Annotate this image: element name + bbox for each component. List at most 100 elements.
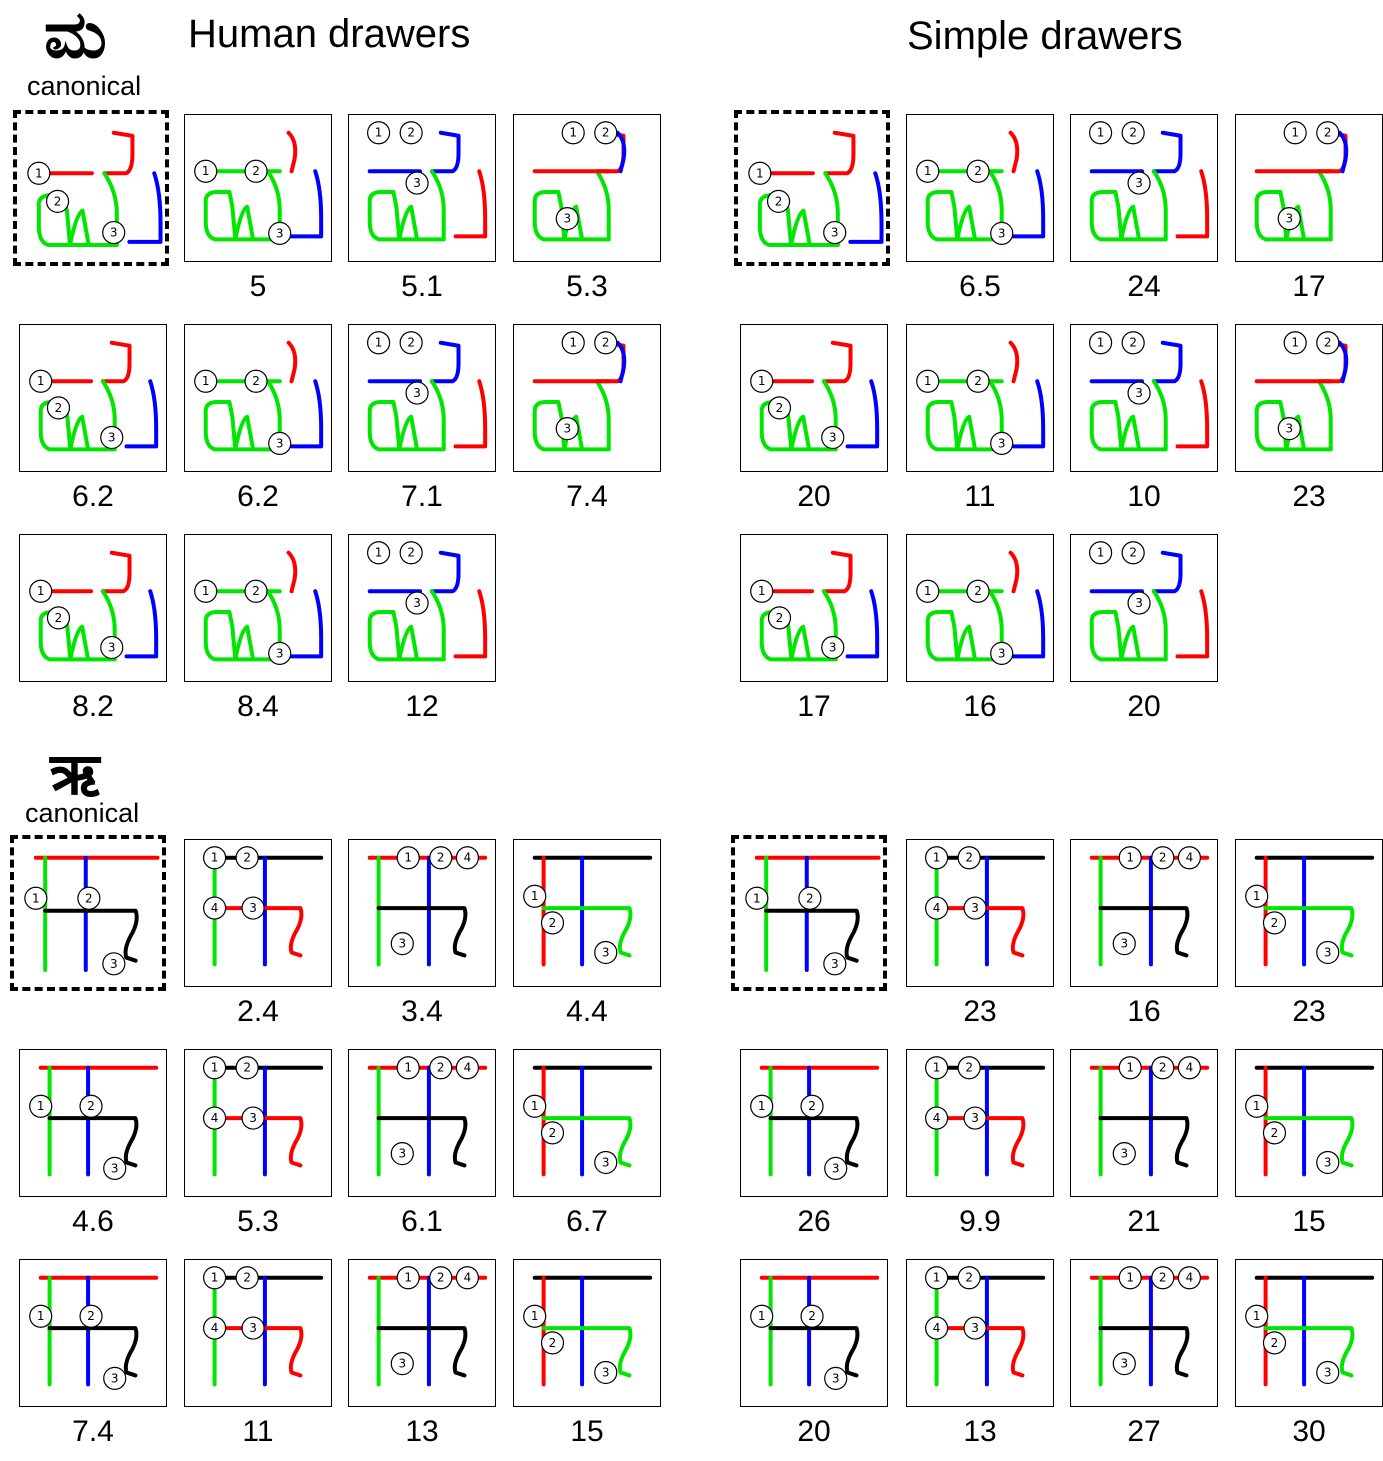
svg-text:1: 1 (933, 1061, 941, 1075)
stroke-2 (370, 381, 444, 449)
stroke-order-marker: 1 (368, 542, 390, 564)
stroke-order-marker: 1 (30, 370, 52, 392)
svg-text:3: 3 (276, 646, 284, 660)
svg-text:2: 2 (808, 1309, 816, 1323)
stroke-order-marker: 2 (595, 332, 617, 354)
svg-text:2: 2 (549, 1336, 557, 1350)
char1-human-panel-1: 1 2 3 (184, 114, 332, 262)
stroke-order-marker: 2 (430, 1057, 452, 1079)
stroke-drawing: 123 (741, 535, 889, 683)
stroke-2 (370, 591, 444, 659)
svg-text:3: 3 (602, 945, 610, 959)
svg-text:3: 3 (108, 640, 116, 654)
svg-text:2: 2 (1159, 851, 1167, 865)
stroke-order-marker: 1 (1246, 1095, 1268, 1117)
svg-text:1: 1 (758, 584, 766, 598)
stroke-3 (129, 173, 160, 242)
char1-simple-panel-3: 1 2 3 (1235, 114, 1383, 262)
stroke-order-marker: 2 (400, 332, 422, 354)
svg-text:3: 3 (1285, 422, 1293, 436)
svg-text:2: 2 (437, 1061, 445, 1075)
char1-human-panel-5: 1 2 3 (184, 324, 332, 472)
stroke-3 (292, 591, 322, 656)
stroke-order-marker: 1 (926, 1057, 948, 1079)
stroke-1 (432, 553, 459, 591)
stroke-1 (824, 553, 851, 591)
svg-text:3: 3 (829, 640, 837, 654)
stroke-order-marker: 2 (1122, 122, 1144, 144)
char1-human-panel-7: 1 2 3 (513, 324, 661, 472)
stroke-order-marker: 1 (749, 162, 771, 184)
char2-simple-canonical-panel: 1 2 3 (731, 835, 887, 991)
stroke-order-marker: 3 (242, 897, 264, 919)
char1-human-score-7: 7.4 (566, 480, 608, 513)
stroke-order-marker: 2 (958, 847, 980, 869)
stroke-1 (432, 133, 459, 171)
stroke-order-marker: 1 (524, 1305, 546, 1327)
stroke-3 (1178, 591, 1208, 656)
stroke-1 (1011, 553, 1018, 591)
svg-text:3: 3 (1285, 212, 1293, 226)
stroke-order-marker: 3 (269, 642, 291, 664)
stroke-drawing: 123 (1236, 1050, 1383, 1198)
stroke-1 (824, 343, 851, 381)
stroke-order-marker: 2 (1263, 1332, 1285, 1354)
svg-text:2: 2 (54, 194, 62, 208)
svg-text:1: 1 (758, 1309, 766, 1323)
char1-simple-panel-6: 1 2 3 (1070, 324, 1218, 472)
stroke-order-marker: 2 (768, 190, 790, 212)
char2-simple-panel-4: 1 2 3 (740, 1049, 888, 1197)
stroke-4 (1266, 908, 1353, 955)
stroke-3 (456, 591, 486, 656)
stroke-3 (1178, 381, 1208, 446)
stroke-order-marker: 1 (917, 160, 939, 182)
char2-human-score-10: 13 (405, 1415, 439, 1448)
stroke-order-marker: 3 (104, 1157, 126, 1179)
stroke-order-marker: 4 (456, 847, 478, 869)
svg-text:3: 3 (998, 646, 1006, 660)
stroke-order-marker: 3 (1128, 172, 1150, 194)
stroke-order-marker: 4 (204, 1317, 226, 1339)
stroke-order-marker: 3 (104, 1367, 126, 1389)
stroke-drawing: 1 2 3 4 (349, 840, 497, 988)
svg-text:2: 2 (1129, 336, 1137, 350)
char2-simple-score-10: 27 (1127, 1415, 1161, 1448)
stroke-order-marker: 2 (400, 122, 422, 144)
svg-text:2: 2 (602, 336, 610, 350)
svg-text:4: 4 (211, 1111, 219, 1125)
stroke-3 (618, 343, 625, 381)
char1-human-panel-2: 1 2 3 (348, 114, 496, 262)
svg-text:3: 3 (1120, 937, 1128, 951)
char1-human-panel-10: 1 2 3 (348, 534, 496, 682)
char2-simple-panel-9: 1 2 3 4 (906, 1259, 1054, 1407)
stroke-order-marker: 2 (245, 370, 267, 392)
stroke-3 (1014, 171, 1044, 236)
char2-simple-panel-6: 1 2 3 4 (1070, 1049, 1218, 1197)
stroke-order-marker: 2 (236, 847, 258, 869)
stroke-1 (289, 133, 296, 171)
stroke-order-marker: 3 (269, 432, 291, 454)
svg-text:1: 1 (1253, 1309, 1261, 1323)
svg-text:3: 3 (398, 1147, 406, 1161)
char1-human-score-8: 8.2 (72, 690, 114, 723)
stroke-4 (215, 1328, 302, 1375)
svg-text:3: 3 (563, 212, 571, 226)
stroke-order-marker: 2 (245, 160, 267, 182)
char1-human-score-1: 5 (249, 270, 267, 303)
svg-text:2: 2 (549, 1126, 557, 1140)
stroke-4 (937, 908, 1024, 955)
stroke-order-marker: 3 (391, 933, 413, 955)
stroke-order-marker: 1 (204, 1057, 226, 1079)
stroke-order-marker: 3 (991, 642, 1013, 664)
stroke-4 (50, 1118, 137, 1165)
svg-text:3: 3 (971, 901, 979, 915)
char1-simple-score-5: 11 (964, 480, 996, 513)
